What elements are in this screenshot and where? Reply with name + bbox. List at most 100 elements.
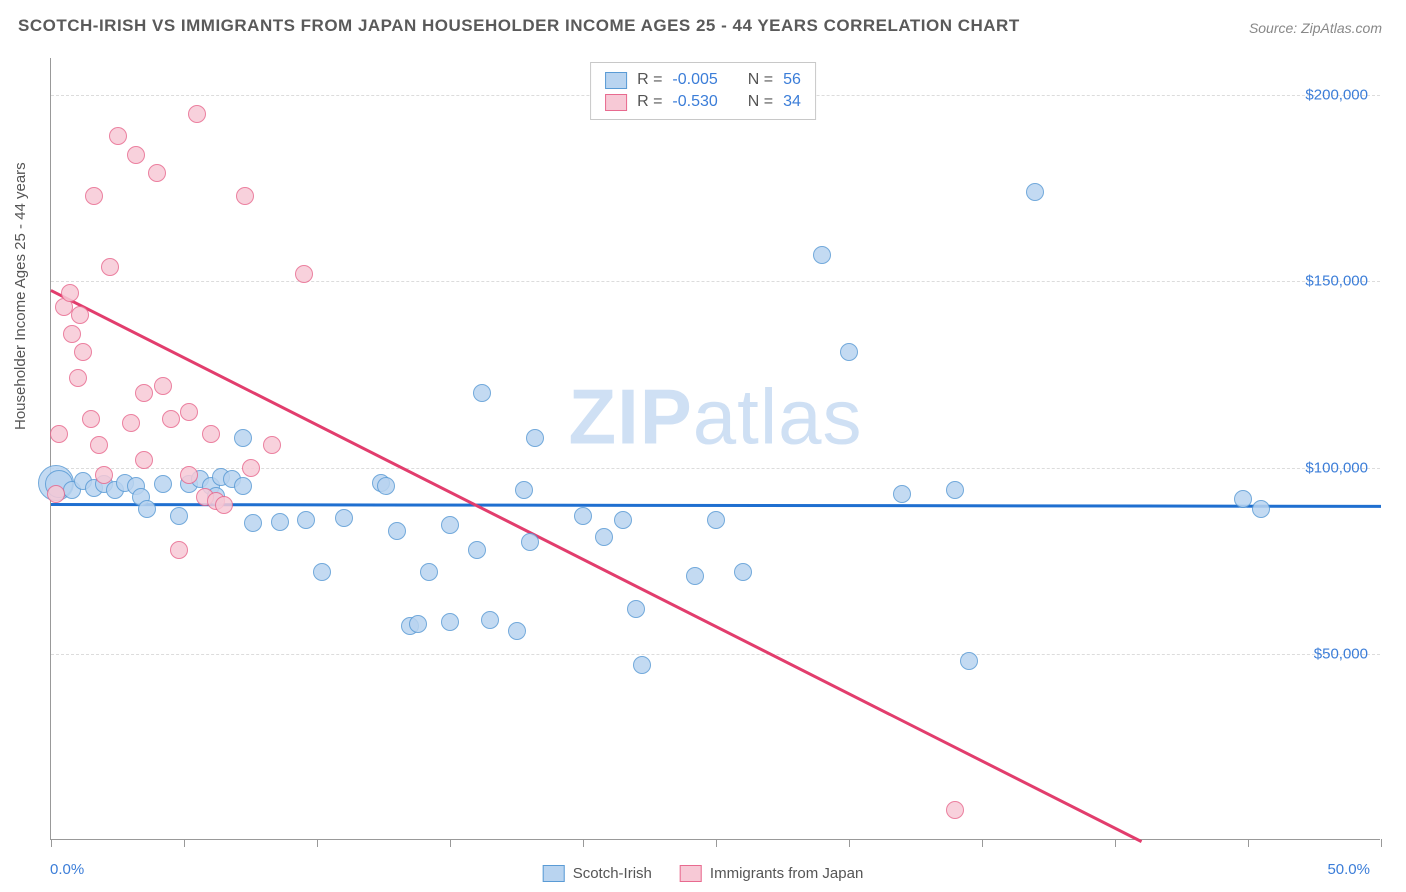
data-point bbox=[409, 615, 427, 633]
data-point bbox=[441, 516, 459, 534]
data-point bbox=[154, 475, 172, 493]
legend-r-label: R = bbox=[637, 93, 662, 111]
data-point bbox=[893, 485, 911, 503]
y-tick-label: $100,000 bbox=[1305, 459, 1368, 476]
source-attribution: Source: ZipAtlas.com bbox=[1249, 20, 1382, 36]
data-point bbox=[234, 429, 252, 447]
data-point bbox=[69, 369, 87, 387]
data-point bbox=[122, 414, 140, 432]
series-legend: Scotch-Irish Immigrants from Japan bbox=[543, 865, 864, 882]
data-point bbox=[180, 466, 198, 484]
x-axis-min-label: 0.0% bbox=[50, 861, 84, 878]
legend-item: Scotch-Irish bbox=[543, 865, 652, 882]
data-point bbox=[441, 613, 459, 631]
data-point bbox=[515, 481, 533, 499]
y-axis-title: Householder Income Ages 25 - 44 years bbox=[12, 162, 29, 430]
correlation-legend: R = -0.005 N = 56 R = -0.530 N = 34 bbox=[590, 62, 816, 120]
data-point bbox=[138, 500, 156, 518]
data-point bbox=[271, 513, 289, 531]
chart-title: SCOTCH-IRISH VS IMMIGRANTS FROM JAPAN HO… bbox=[18, 16, 1020, 36]
x-axis-max-label: 50.0% bbox=[1327, 861, 1370, 878]
data-point bbox=[313, 563, 331, 581]
data-point bbox=[154, 377, 172, 395]
data-point bbox=[234, 477, 252, 495]
legend-swatch bbox=[605, 94, 627, 111]
watermark-bold: ZIP bbox=[568, 373, 692, 461]
data-point bbox=[109, 127, 127, 145]
data-point bbox=[840, 343, 858, 361]
data-point bbox=[633, 656, 651, 674]
x-tick bbox=[317, 839, 318, 847]
data-point bbox=[1026, 183, 1044, 201]
data-point bbox=[61, 284, 79, 302]
data-point bbox=[244, 514, 262, 532]
data-point bbox=[420, 563, 438, 581]
data-point bbox=[468, 541, 486, 559]
trend-line bbox=[51, 503, 1381, 507]
x-tick bbox=[716, 839, 717, 847]
data-point bbox=[335, 509, 353, 527]
data-point bbox=[734, 563, 752, 581]
data-point bbox=[627, 600, 645, 618]
legend-label: Immigrants from Japan bbox=[710, 865, 863, 882]
legend-row: R = -0.005 N = 56 bbox=[605, 69, 801, 91]
data-point bbox=[473, 384, 491, 402]
data-point bbox=[1252, 500, 1270, 518]
data-point bbox=[95, 466, 113, 484]
data-point bbox=[242, 459, 260, 477]
data-point bbox=[574, 507, 592, 525]
y-tick-label: $150,000 bbox=[1305, 273, 1368, 290]
legend-row: R = -0.530 N = 34 bbox=[605, 91, 801, 113]
legend-item: Immigrants from Japan bbox=[680, 865, 863, 882]
data-point bbox=[521, 533, 539, 551]
data-point bbox=[101, 258, 119, 276]
legend-n-label: N = bbox=[748, 71, 773, 89]
data-point bbox=[127, 146, 145, 164]
plot-area: ZIPatlas $50,000$100,000$150,000$200,000 bbox=[50, 58, 1380, 840]
x-tick bbox=[583, 839, 584, 847]
data-point bbox=[1234, 490, 1252, 508]
data-point bbox=[148, 164, 166, 182]
legend-swatch bbox=[605, 72, 627, 89]
data-point bbox=[236, 187, 254, 205]
data-point bbox=[297, 511, 315, 529]
data-point bbox=[82, 410, 100, 428]
legend-r-value: -0.005 bbox=[672, 71, 717, 89]
data-point bbox=[481, 611, 499, 629]
data-point bbox=[85, 187, 103, 205]
legend-n-value: 56 bbox=[783, 71, 801, 89]
data-point bbox=[63, 325, 81, 343]
chart-container: SCOTCH-IRISH VS IMMIGRANTS FROM JAPAN HO… bbox=[0, 0, 1406, 892]
x-tick bbox=[982, 839, 983, 847]
data-point bbox=[295, 265, 313, 283]
watermark: ZIPatlas bbox=[568, 372, 862, 463]
data-point bbox=[946, 801, 964, 819]
legend-n-value: 34 bbox=[783, 93, 801, 111]
data-point bbox=[50, 425, 68, 443]
x-tick bbox=[1248, 839, 1249, 847]
legend-label: Scotch-Irish bbox=[573, 865, 652, 882]
data-point bbox=[388, 522, 406, 540]
data-point bbox=[595, 528, 613, 546]
data-point bbox=[215, 496, 233, 514]
legend-r-value: -0.530 bbox=[672, 93, 717, 111]
data-point bbox=[526, 429, 544, 447]
legend-n-label: N = bbox=[748, 93, 773, 111]
gridline bbox=[51, 654, 1380, 655]
y-tick-label: $50,000 bbox=[1314, 645, 1368, 662]
x-tick bbox=[51, 839, 52, 847]
data-point bbox=[960, 652, 978, 670]
data-point bbox=[263, 436, 281, 454]
x-tick bbox=[184, 839, 185, 847]
legend-r-label: R = bbox=[637, 71, 662, 89]
data-point bbox=[170, 541, 188, 559]
legend-swatch bbox=[543, 865, 565, 882]
data-point bbox=[377, 477, 395, 495]
legend-swatch bbox=[680, 865, 702, 882]
data-point bbox=[47, 485, 65, 503]
data-point bbox=[90, 436, 108, 454]
x-tick bbox=[849, 839, 850, 847]
data-point bbox=[180, 403, 198, 421]
data-point bbox=[162, 410, 180, 428]
data-point bbox=[813, 246, 831, 264]
